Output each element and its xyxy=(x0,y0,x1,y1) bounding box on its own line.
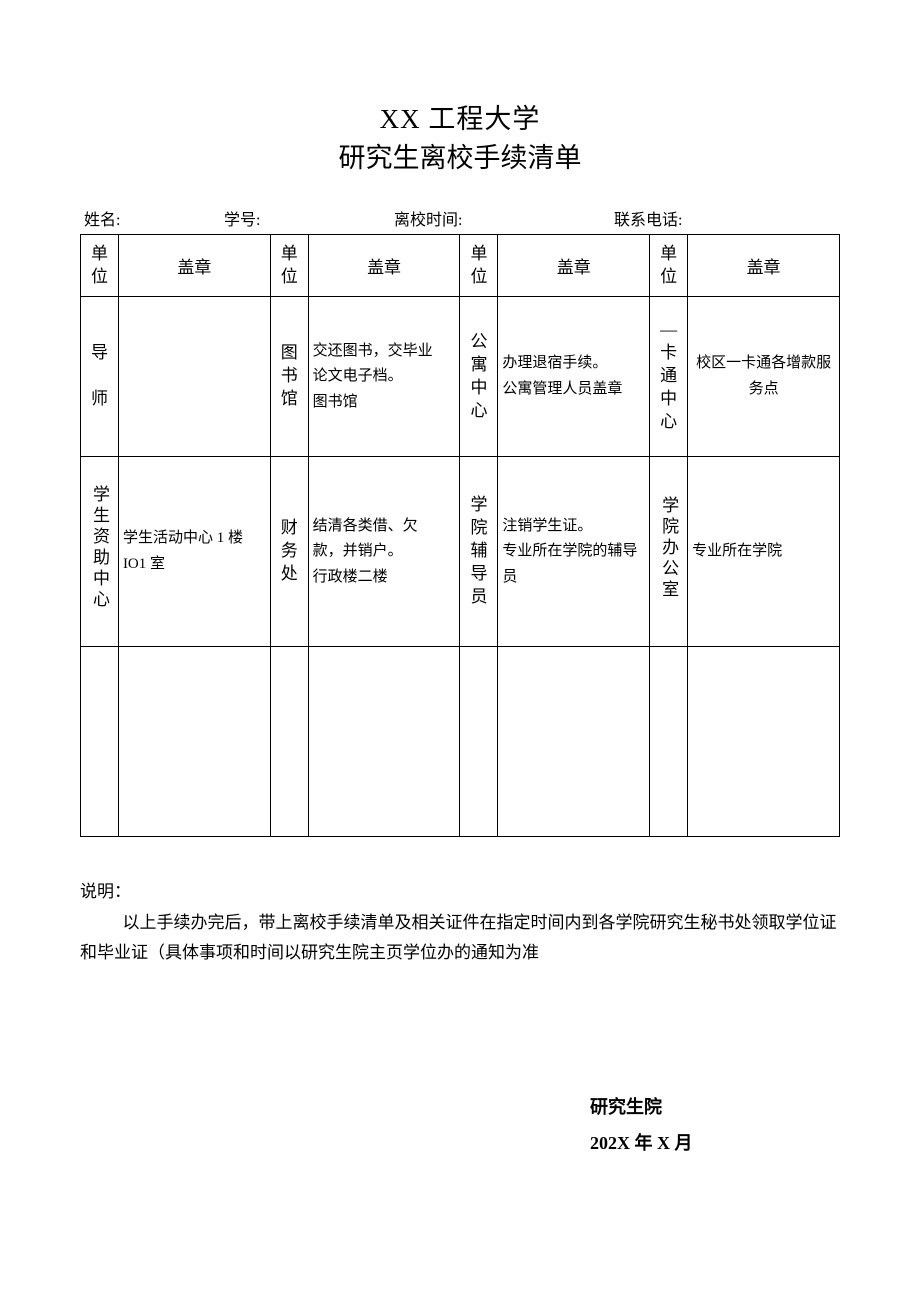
header-unit: 单位 xyxy=(81,235,119,297)
header-unit: 单位 xyxy=(270,235,308,297)
title-subtitle: 研究生离校手续清单 xyxy=(80,139,840,178)
stamp-library: 交还图书，交毕业论文电子档。图书馆 xyxy=(308,297,460,457)
unit-advisor: 导师 xyxy=(81,297,119,457)
blank-cell xyxy=(688,647,840,837)
blank-cell xyxy=(270,647,308,837)
stamp-card-center: 校区一卡通各增款服务点 xyxy=(688,297,840,457)
stamp-advisor xyxy=(118,297,270,457)
notes-lead: 说明： xyxy=(80,877,840,908)
unit-college-counselor: 学院辅导员 xyxy=(460,457,498,647)
table-row-blank xyxy=(81,647,840,837)
blank-cell xyxy=(460,647,498,837)
notes-section: 说明： 以上手续办完后，带上离校手续清单及相关证件在指定时间内到各学院研究生秘书… xyxy=(80,877,840,969)
label-name: 姓名: xyxy=(84,206,224,230)
blank-cell xyxy=(81,647,119,837)
title-university: XX 工程大学 xyxy=(380,104,541,134)
header-unit: 单位 xyxy=(460,235,498,297)
blank-cell xyxy=(308,647,460,837)
header-stamp: 盖章 xyxy=(308,235,460,297)
header-stamp: 盖章 xyxy=(498,235,650,297)
header-unit: 单位 xyxy=(650,235,688,297)
signature-date: 202X 年 X 月 xyxy=(590,1125,840,1161)
stamp-finance: 结清各类借、欠款，并销户。行政楼二楼 xyxy=(308,457,460,647)
page-title: XX 工程大学 研究生离校手续清单 xyxy=(80,100,840,178)
stamp-financial-aid: 学生活动中心 1 楼IO1 室 xyxy=(118,457,270,647)
label-leave-time: 离校时间: xyxy=(394,206,614,230)
table-header-row: 单位 盖章 单位 盖章 单位 盖章 单位 盖章 xyxy=(81,235,840,297)
stamp-dormitory: 办理退宿手续。公寓管理人员盖章 xyxy=(498,297,650,457)
checklist-table: 单位 盖章 单位 盖章 单位 盖章 单位 盖章 导师 图书馆 交还图书，交毕业论… xyxy=(80,234,840,837)
unit-financial-aid: 学生资助中心 xyxy=(81,457,119,647)
header-stamp: 盖章 xyxy=(688,235,840,297)
blank-cell xyxy=(118,647,270,837)
label-student-no: 学号: xyxy=(224,206,394,230)
signature-org: 研究生院 xyxy=(590,1089,840,1125)
blank-cell xyxy=(498,647,650,837)
table-row: 学生资助中心 学生活动中心 1 楼IO1 室 财务处 结清各类借、欠款，并销户。… xyxy=(81,457,840,647)
unit-card-center: —卡通中心 xyxy=(650,297,688,457)
unit-finance: 财务处 xyxy=(270,457,308,647)
unit-library: 图书馆 xyxy=(270,297,308,457)
table-row: 导师 图书馆 交还图书，交毕业论文电子档。图书馆 公寓中心 办理退宿手续。公寓管… xyxy=(81,297,840,457)
student-info-row: 姓名: 学号: 离校时间: 联系电话: xyxy=(80,206,840,234)
signature-block: 研究生院 202X 年 X 月 xyxy=(80,1089,840,1161)
blank-cell xyxy=(650,647,688,837)
stamp-college-counselor: 注销学生证。专业所在学院的辅导员 xyxy=(498,457,650,647)
notes-body: 以上手续办完后，带上离校手续清单及相关证件在指定时间内到各学院研究生秘书处领取学… xyxy=(80,908,840,969)
unit-dormitory: 公寓中心 xyxy=(460,297,498,457)
label-telephone: 联系电话: xyxy=(614,206,836,230)
header-stamp: 盖章 xyxy=(118,235,270,297)
stamp-college-office: 专业所在学院 xyxy=(688,457,840,647)
unit-college-office: 学院办公室 xyxy=(650,457,688,647)
